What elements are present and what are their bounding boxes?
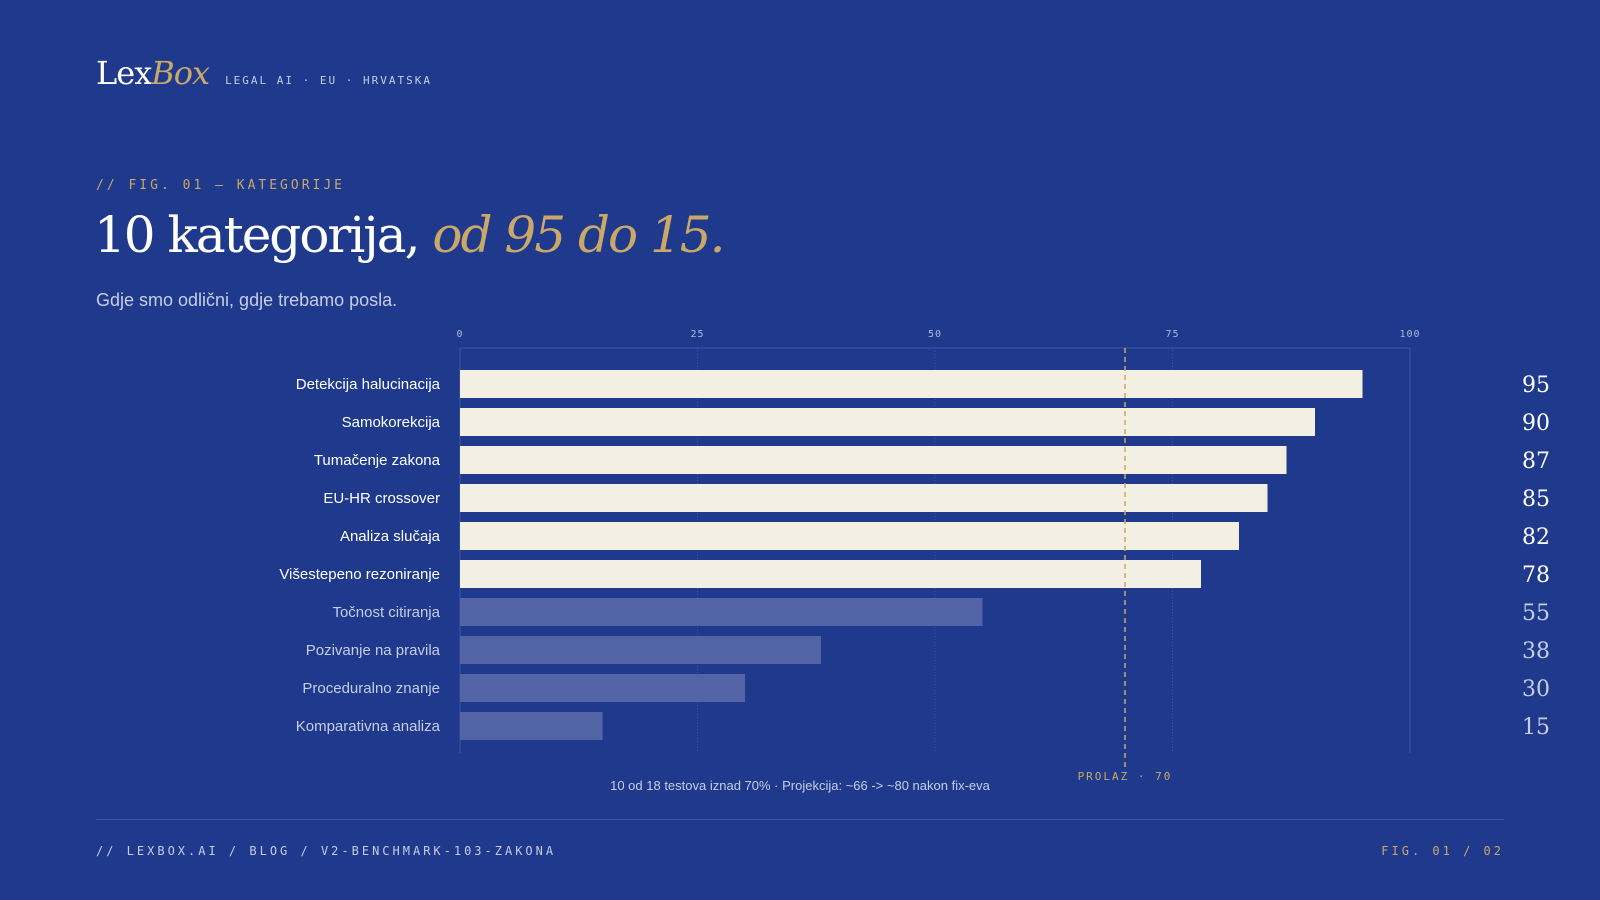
value-label: 90 [1522, 411, 1550, 436]
value-label: 55 [1522, 601, 1550, 626]
value-label: 30 [1522, 677, 1550, 702]
bar [460, 712, 603, 740]
brand: LexBox LEGAL AI · EU · HRVATSKA [96, 54, 432, 92]
logo-lex: Lex [96, 54, 152, 92]
x-tick-label: 25 [690, 329, 704, 340]
value-label: 15 [1522, 715, 1550, 740]
logo: LexBox [96, 54, 210, 92]
value-label: 38 [1522, 639, 1550, 664]
bar [460, 636, 821, 664]
x-tick-label: 75 [1165, 329, 1179, 340]
threshold-label: PROLAZ · 70 [1078, 770, 1173, 783]
category-label: Višestepeno rezoniranje [279, 566, 440, 583]
bar [460, 598, 983, 626]
value-label: 85 [1522, 487, 1550, 512]
bar [460, 408, 1315, 436]
value-label: 87 [1522, 449, 1550, 474]
figure-eyebrow: // FIG. 01 — KATEGORIJE [96, 178, 346, 193]
footer-fig-counter: FIG. 01 / 02 [1381, 844, 1504, 858]
x-tick-label: 100 [1399, 329, 1420, 340]
category-label: EU-HR crossover [323, 490, 440, 507]
chart-note: 10 od 18 testova iznad 70% · Projekcija:… [610, 778, 991, 793]
headline-main: 10 kategorija, [94, 206, 433, 264]
value-label: 95 [1522, 373, 1550, 398]
category-label: Pozivanje na pravila [306, 642, 441, 659]
subtitle: Gdje smo odlični, gdje trebamo posla. [96, 290, 398, 310]
footer-divider [96, 819, 1504, 820]
category-label: Tumačenje zakona [314, 452, 441, 469]
bar [460, 522, 1239, 550]
category-label: Samokorekcija [342, 414, 441, 431]
logo-box: Box [151, 54, 210, 92]
category-label: Proceduralno znanje [302, 680, 440, 697]
bar [460, 370, 1363, 398]
bar [460, 446, 1287, 474]
category-label: Analiza slučaja [340, 528, 441, 545]
value-label: 82 [1522, 525, 1550, 550]
headline-accent: od 95 do 15. [432, 206, 725, 264]
bar [460, 484, 1268, 512]
bar [460, 560, 1201, 588]
page-title: 10 kategorija, od 95 do 15. [94, 206, 725, 264]
tagline: LEGAL AI · EU · HRVATSKA [225, 74, 433, 87]
category-label: Točnost citiranja [332, 604, 440, 621]
bar [460, 674, 745, 702]
x-tick-label: 0 [456, 329, 463, 340]
category-label: Komparativna analiza [296, 718, 441, 735]
category-label: Detekcija halucinacija [296, 376, 441, 393]
value-label: 78 [1522, 563, 1550, 588]
x-tick-label: 50 [928, 329, 942, 340]
footer-path: // LEXBOX.AI / BLOG / V2-BENCHMARK-103-Z… [96, 844, 557, 858]
